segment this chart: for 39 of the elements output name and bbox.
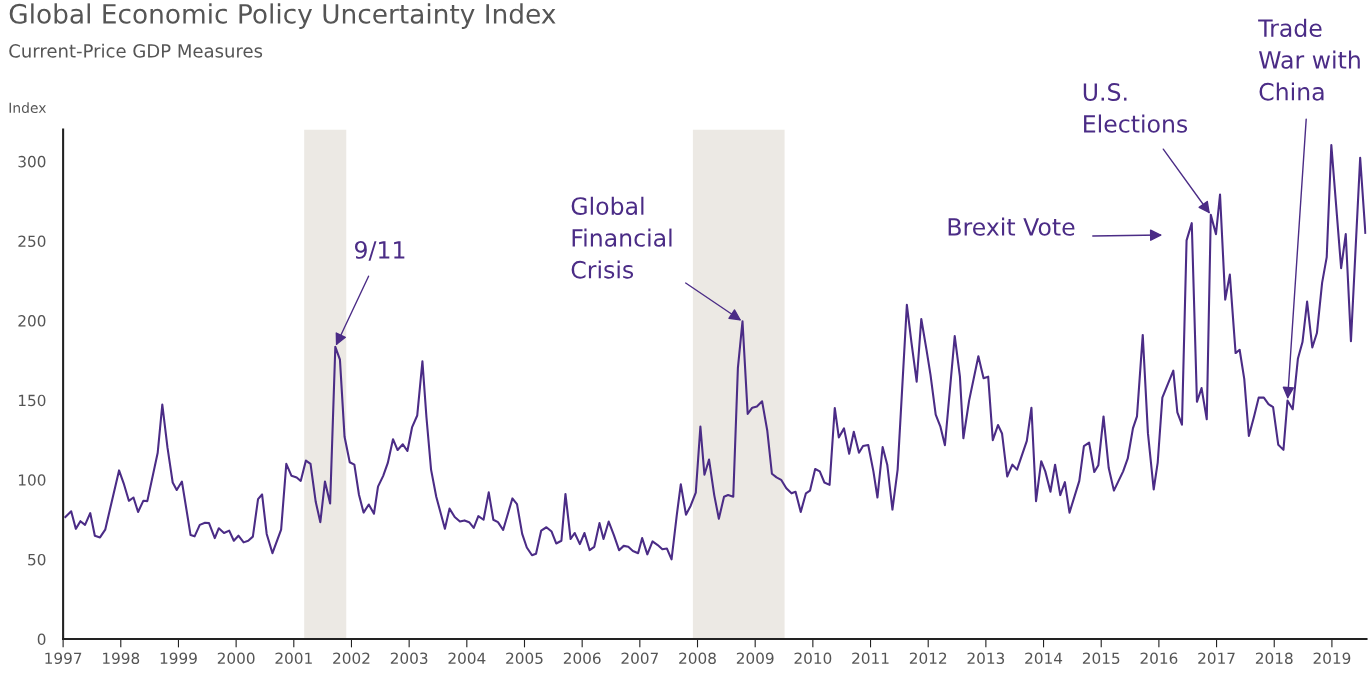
annotation: Brexit Vote bbox=[948, 217, 1075, 236]
x-tick-label: 2002 bbox=[333, 652, 370, 665]
x-tick-label: 2004 bbox=[448, 652, 486, 665]
x-tick-label: 2000 bbox=[217, 652, 255, 665]
chart-subtitle: Current-Price GDP Measures bbox=[9, 43, 263, 58]
x-tick-label: 2008 bbox=[679, 652, 716, 665]
x-tick-label: 2017 bbox=[1198, 652, 1235, 665]
y-tick-label: 250 bbox=[18, 235, 46, 248]
annotation: Trade War with China bbox=[1258, 18, 1360, 101]
x-tick-label: 2014 bbox=[1025, 652, 1063, 665]
x-tick-label: 2001 bbox=[275, 652, 312, 665]
x-tick-label: 2012 bbox=[909, 652, 947, 665]
x-tick-label: 2018 bbox=[1255, 652, 1293, 665]
x-tick-label: 2015 bbox=[1082, 652, 1120, 665]
chart-title: Global Economic Policy Uncertainty Index bbox=[9, 3, 556, 29]
x-tick-label: 2005 bbox=[506, 652, 543, 665]
y-axis-title: Index bbox=[9, 102, 47, 114]
y-tick-label: 100 bbox=[18, 474, 46, 486]
x-tick-label: 2011 bbox=[852, 652, 889, 665]
x-tick-label: 2010 bbox=[794, 652, 832, 665]
y-tick-label: 300 bbox=[18, 155, 46, 168]
annotation: U.S. Elections bbox=[1083, 83, 1188, 133]
line-series bbox=[64, 144, 1367, 561]
x-tick-label: 1997 bbox=[45, 652, 82, 665]
annotation: Global Financial Crisis bbox=[571, 196, 672, 279]
x-tick-label: 2013 bbox=[967, 652, 1005, 665]
x-tick-label: 2009 bbox=[736, 652, 774, 665]
y-tick-label: 150 bbox=[18, 394, 46, 407]
y-tick-label: 0 bbox=[37, 633, 46, 646]
x-tick-label: 2019 bbox=[1313, 652, 1351, 665]
x-tick-label: 2016 bbox=[1140, 652, 1178, 665]
x-tick-label: 2007 bbox=[621, 652, 658, 665]
x-tick-label: 1999 bbox=[160, 652, 197, 665]
y-tick-label: 50 bbox=[28, 553, 46, 566]
x-tick-label: 2003 bbox=[390, 652, 428, 665]
annotation: 9/11 bbox=[354, 240, 405, 261]
x-tick-label: 1998 bbox=[103, 652, 140, 665]
x-tick-label: 2006 bbox=[563, 652, 601, 665]
y-tick-label: 200 bbox=[18, 315, 46, 327]
